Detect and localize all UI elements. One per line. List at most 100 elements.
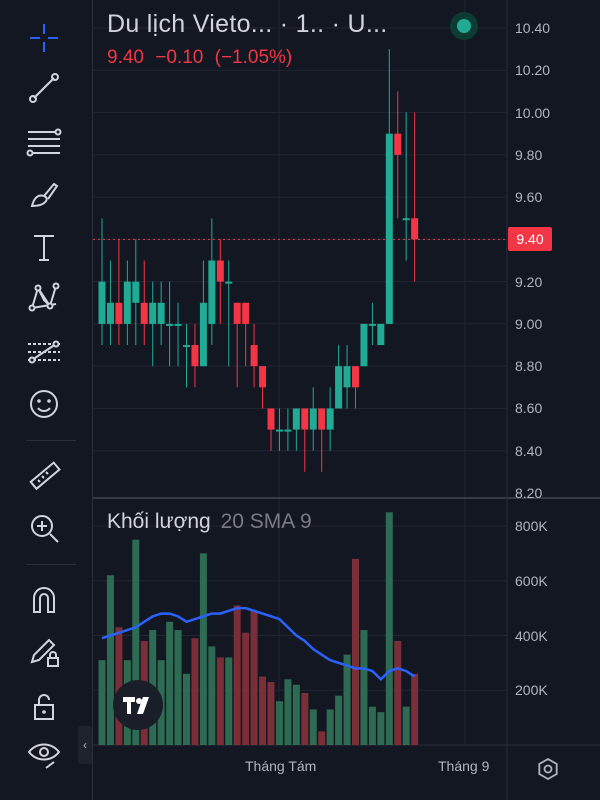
volume-tick-label: 600K xyxy=(515,572,548,589)
candle-body xyxy=(250,345,258,367)
pattern-icon[interactable] xyxy=(22,276,66,320)
volume-bar xyxy=(360,630,368,745)
candle-body xyxy=(360,323,368,367)
volume-bar xyxy=(259,676,267,745)
volume-bar xyxy=(309,709,317,745)
volume-bar xyxy=(183,673,190,745)
candle-body xyxy=(267,408,275,430)
volume-tick-label: 800K xyxy=(515,518,548,534)
candle-body xyxy=(191,345,199,367)
zoom-in-icon[interactable] xyxy=(22,506,66,550)
volume-bar xyxy=(216,657,224,745)
candle-body xyxy=(98,281,106,324)
volume-bar xyxy=(132,539,140,745)
candle-body xyxy=(216,260,224,282)
price-tick-label: 9.20 xyxy=(515,273,543,290)
toolbar-divider xyxy=(26,564,76,565)
candle-body xyxy=(259,366,267,388)
candle-body xyxy=(275,429,283,432)
sma-line xyxy=(101,606,416,682)
drawing-toolbar xyxy=(0,0,86,800)
lock-drawing-icon[interactable] xyxy=(22,630,66,674)
volume-bar xyxy=(284,679,292,745)
price-change-line: 9.40 −0.10 (−1.05%) xyxy=(107,47,388,69)
volume-indicator: 20 SMA 9 xyxy=(220,510,312,533)
volume-bar xyxy=(326,709,334,745)
volume-bar xyxy=(115,627,123,745)
magnet-icon[interactable] xyxy=(22,578,66,622)
volume-bar xyxy=(191,638,199,745)
crosshair-icon[interactable] xyxy=(22,16,66,60)
symbol-title[interactable]: Du lịch Vieto... · 1.. · U... xyxy=(107,10,388,38)
time-tick-label: Tháng Tám xyxy=(245,758,317,774)
volume-bar xyxy=(394,640,402,745)
toolbar-collapse-button[interactable]: ‹ xyxy=(78,726,92,764)
volume-bar xyxy=(368,706,376,745)
candle-body xyxy=(199,302,207,367)
volume-bar xyxy=(242,632,250,745)
volume-bar xyxy=(199,553,207,745)
price-tick-label: 10.20 xyxy=(515,62,551,79)
candle-body xyxy=(292,408,300,430)
eye-icon[interactable] xyxy=(22,732,66,776)
fib-retracement-icon[interactable] xyxy=(22,120,66,164)
candle-body xyxy=(411,218,419,240)
candle-body xyxy=(352,366,359,388)
price-tick-label: 9.00 xyxy=(515,315,543,332)
price-change-percent: (−1.05%) xyxy=(214,47,293,68)
volume-bar xyxy=(292,684,300,745)
tradingview-logo[interactable] xyxy=(113,680,163,730)
candle-body xyxy=(385,133,393,324)
candle-body xyxy=(123,281,131,324)
price-tick-label: 10.00 xyxy=(515,104,551,121)
candle-body xyxy=(402,218,410,221)
volume-bar xyxy=(225,657,233,745)
volume-bar xyxy=(385,512,393,745)
volume-bar xyxy=(174,630,182,745)
volume-bar xyxy=(377,712,385,745)
volume-bar xyxy=(166,621,174,745)
ruler-icon[interactable] xyxy=(22,454,66,498)
volume-bar xyxy=(250,610,258,745)
price-tick-label: 8.40 xyxy=(515,442,543,459)
price-tick-label: 8.80 xyxy=(515,358,543,375)
candle-body xyxy=(318,408,326,430)
candle-body xyxy=(166,323,174,326)
settings-gear-icon[interactable] xyxy=(533,754,563,784)
price-tick-label: 9.80 xyxy=(515,146,543,163)
candle-body xyxy=(225,281,233,284)
candle-body xyxy=(368,323,376,326)
volume-bar xyxy=(402,706,410,745)
volume-bar xyxy=(106,575,114,745)
volume-bar xyxy=(208,646,216,745)
market-status-icon[interactable] xyxy=(450,12,478,40)
candle-body xyxy=(140,302,148,324)
candle-body xyxy=(233,302,241,324)
volume-bar xyxy=(318,731,326,745)
symbol-legend: Du lịch Vieto... · 1.. · U... 9.40 −0.10… xyxy=(107,10,388,69)
prediction-icon[interactable] xyxy=(22,330,66,374)
candle-body xyxy=(377,323,385,346)
candle-body xyxy=(301,408,309,430)
candle-body xyxy=(174,323,182,326)
chart-canvas[interactable] xyxy=(93,0,600,800)
candle-body xyxy=(394,133,402,155)
candle-body xyxy=(132,281,140,303)
candle-body xyxy=(284,429,292,432)
trend-line-icon[interactable] xyxy=(22,66,66,110)
candle-body xyxy=(326,408,334,430)
candle-body xyxy=(309,408,317,430)
emoji-icon[interactable] xyxy=(22,382,66,426)
price-change: −0.10 xyxy=(155,47,204,68)
volume-legend[interactable]: Khối lượng 20 SMA 9 xyxy=(107,510,312,534)
lock-icon[interactable] xyxy=(22,684,66,728)
brush-icon[interactable] xyxy=(22,172,66,216)
text-icon[interactable] xyxy=(22,226,66,270)
price-tick-label: 8.20 xyxy=(515,485,543,501)
volume-bar xyxy=(352,558,359,745)
volume-bar xyxy=(98,660,106,745)
chart-area[interactable]: Du lịch Vieto... · 1.. · U... 9.40 −0.10… xyxy=(92,0,600,800)
last-price: 9.40 xyxy=(107,47,144,68)
volume-bar xyxy=(267,682,275,745)
candle-body xyxy=(157,302,165,324)
